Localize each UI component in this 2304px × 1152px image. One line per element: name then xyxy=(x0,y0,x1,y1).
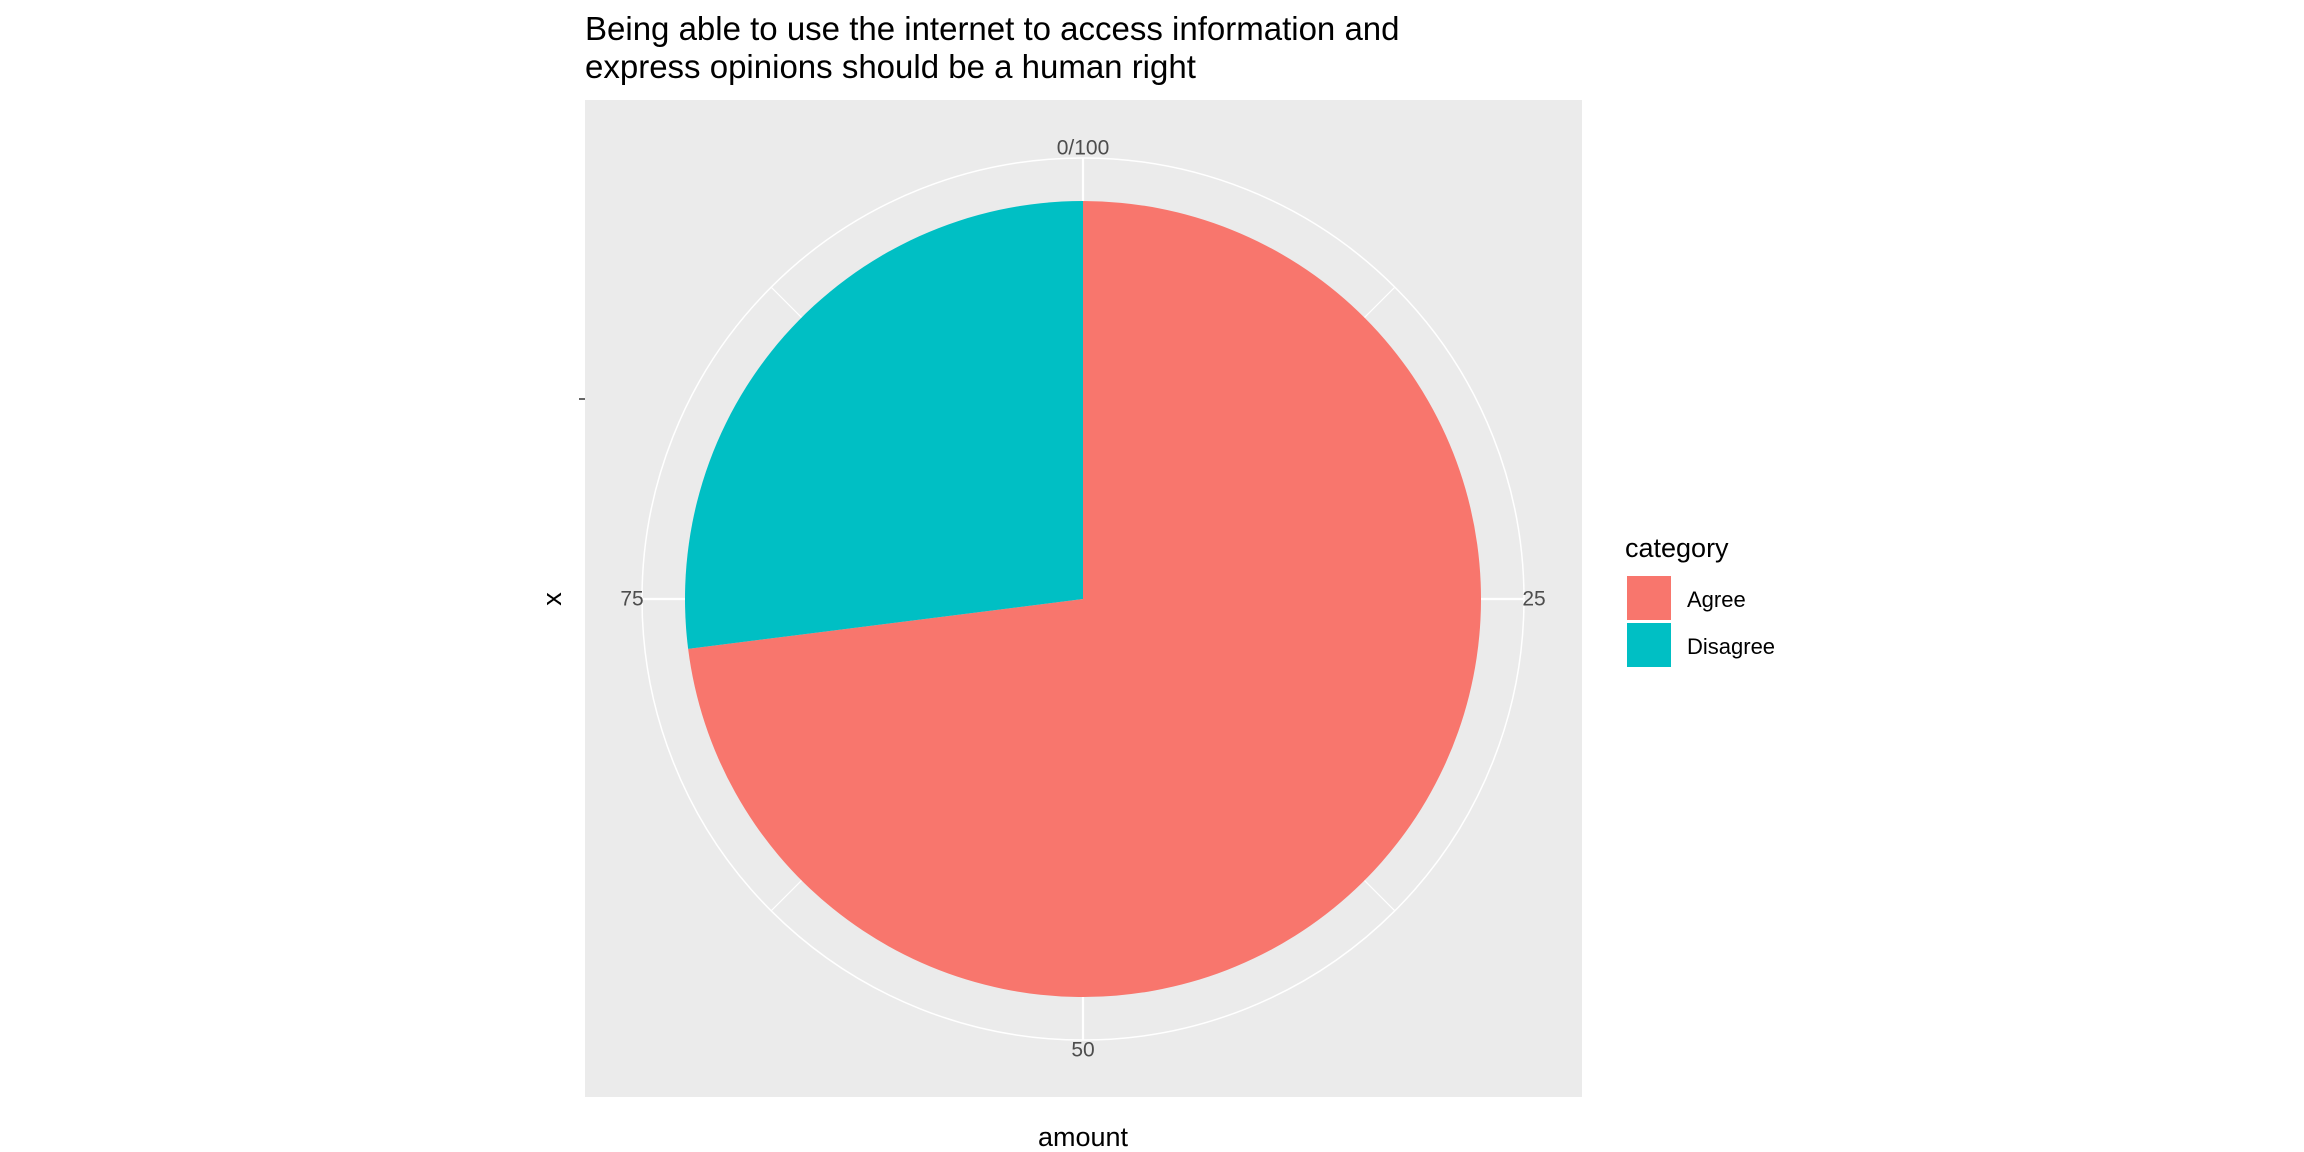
pie-slices xyxy=(685,200,1482,997)
theta-tick-label: 75 xyxy=(620,588,643,611)
pie-slice-disagree xyxy=(685,201,1083,649)
y-axis-title: x xyxy=(537,592,567,606)
legend-title: category xyxy=(1625,533,1729,563)
legend-key-agree xyxy=(1627,576,1671,620)
theta-tick-labels: 0/100 25 50 75 xyxy=(620,137,1545,1062)
theta-tick-label: 25 xyxy=(1522,588,1545,611)
x-axis-title: amount xyxy=(1038,1122,1129,1152)
chart-title-line-2: express opinions should be a human right xyxy=(585,48,1196,85)
legend: category Agree Disagree xyxy=(1625,533,1775,667)
chart-title: Being able to use the internet to access… xyxy=(585,10,1400,85)
legend-key-disagree xyxy=(1627,623,1671,667)
legend-label-disagree: Disagree xyxy=(1687,634,1775,659)
theta-tick-label: 0/100 xyxy=(1057,137,1110,160)
legend-label-agree: Agree xyxy=(1687,587,1746,612)
chart-title-line-1: Being able to use the internet to access… xyxy=(585,10,1400,47)
theta-tick-label: 50 xyxy=(1071,1039,1094,1062)
pie-slice-agree xyxy=(688,200,1482,997)
